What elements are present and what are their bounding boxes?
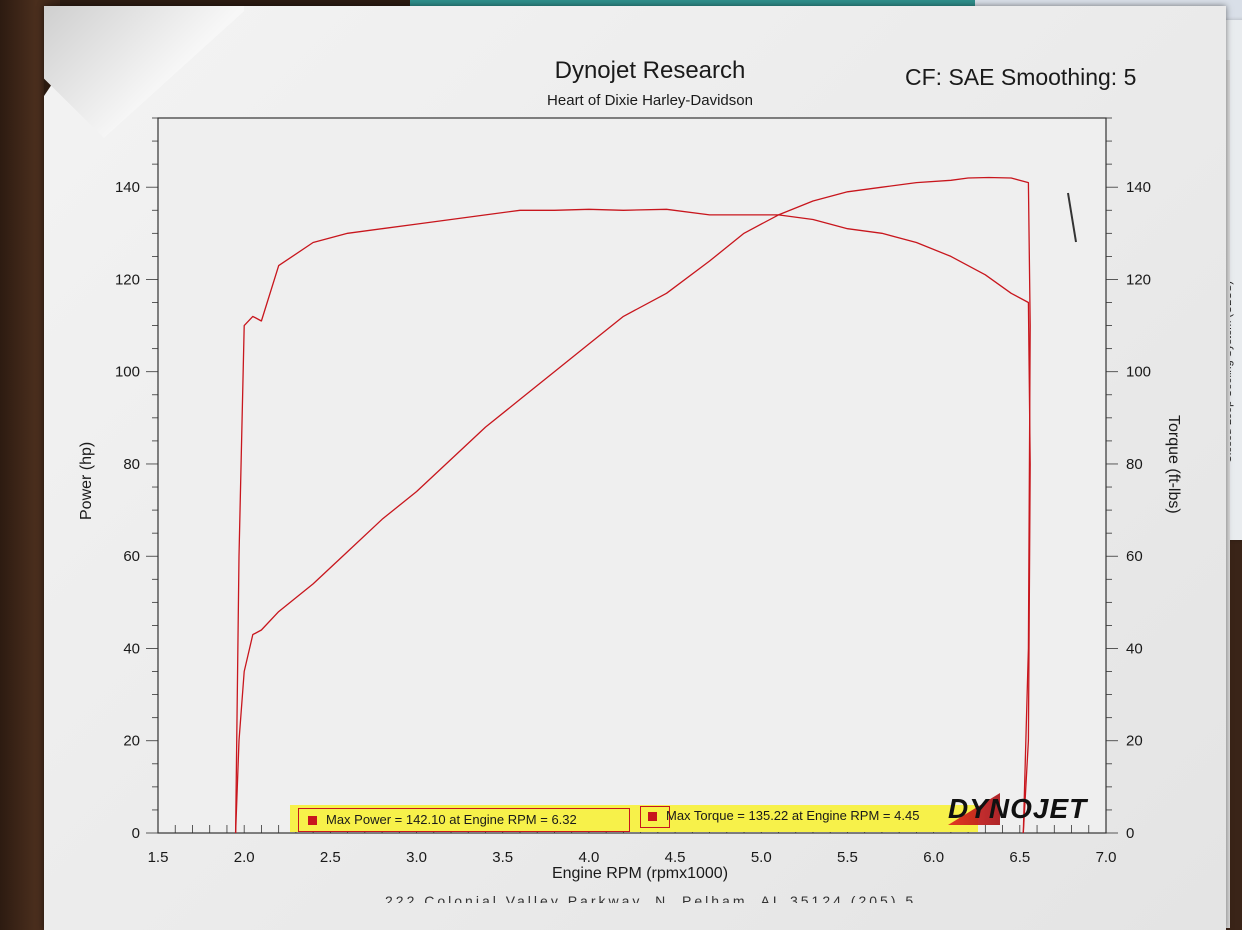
y-tick-label-left: 100 (115, 364, 140, 381)
chart-subtitle: Heart of Dixie Harley-Davidson (547, 92, 753, 109)
legend-swatch-power (308, 816, 317, 826)
y-axis-label-left: Power (hp) (78, 441, 95, 520)
x-tick-label: 5.5 (837, 849, 858, 866)
y-tick-label-right: 40 (1126, 640, 1143, 657)
y-tick-label-right: 120 (1126, 271, 1151, 288)
chart-title: Dynojet Research (554, 57, 746, 84)
x-tick-label: 1.5 (148, 849, 169, 866)
torque-curve (234, 208, 1031, 834)
series-layer (234, 176, 1077, 834)
y-tick-label-left: 60 (123, 548, 140, 565)
x-tick-label: 3.5 (492, 849, 513, 866)
y-tick-label-right: 140 (1126, 179, 1151, 196)
y-tick-label-left: 40 (123, 640, 140, 657)
plot-area (157, 117, 1107, 834)
legend-box-torque (640, 806, 670, 828)
x-tick-label: 4.5 (665, 849, 686, 866)
y-tick-label-right: 80 (1126, 456, 1143, 473)
pen-mark (1067, 192, 1077, 243)
plot-frame (157, 117, 1107, 834)
x-tick-label: 2.5 (320, 849, 341, 866)
y-tick-label-left: 80 (123, 456, 140, 473)
legend-box-power (298, 808, 630, 832)
y-tick-label-right: 0 (1126, 825, 1134, 842)
y-tick-label-right: 20 (1126, 733, 1143, 750)
x-tick-label: 5.0 (751, 849, 772, 866)
y-tick-label-left: 120 (115, 271, 140, 288)
x-tick-label: 2.0 (234, 849, 255, 866)
y-tick-label-left: 140 (115, 179, 140, 196)
legend-text-torque: Max Torque = 135.22 at Engine RPM = 4.45 (666, 808, 920, 823)
x-tick-label: 3.0 (406, 849, 427, 866)
power-curve (234, 176, 1031, 834)
tick-layer: 1.5 2.0 2.5 3.0 3.5 4.0 4.5 5.0 5.5 6.0 6.5 7.0 0 20 4… (115, 117, 1151, 866)
correction-factor-label: CF: SAE Smoothing: 5 (905, 64, 1137, 90)
x-tick-label: 6.5 (1009, 849, 1030, 866)
x-axis-label: Engine RPM (rpmx1000) (551, 865, 729, 882)
legend-item-power: Max Power = 142.10 at Engine RPM = 6.32 (308, 812, 577, 827)
x-tick-label: 4.0 (578, 849, 599, 866)
legend-highlight (290, 805, 978, 832)
dynojet-logo: DYNOJET (948, 793, 1108, 825)
y-tick-label-right: 60 (1126, 548, 1143, 565)
y-tick-label-right: 100 (1126, 364, 1151, 381)
x-tick-label: 6.0 (923, 849, 944, 866)
legend-text-power: Max Power = 142.10 at Engine RPM = 6.32 (326, 812, 577, 827)
y-tick-label-left: 0 (132, 825, 140, 842)
legend-item-torque: Max Torque = 135.22 at Engine RPM = 4.45 (648, 808, 919, 823)
y-tick-label-left: 20 (123, 733, 140, 750)
logo-text: DYNOJET (948, 793, 1088, 824)
y-axis-label-right: Torque (ft-lbs) (1165, 415, 1182, 514)
x-tick-label: 7.0 (1096, 849, 1117, 866)
legend-swatch-torque (648, 812, 657, 822)
footer-address: 222 Colonial Valley Parkway, N. Pelham, … (385, 893, 915, 903)
